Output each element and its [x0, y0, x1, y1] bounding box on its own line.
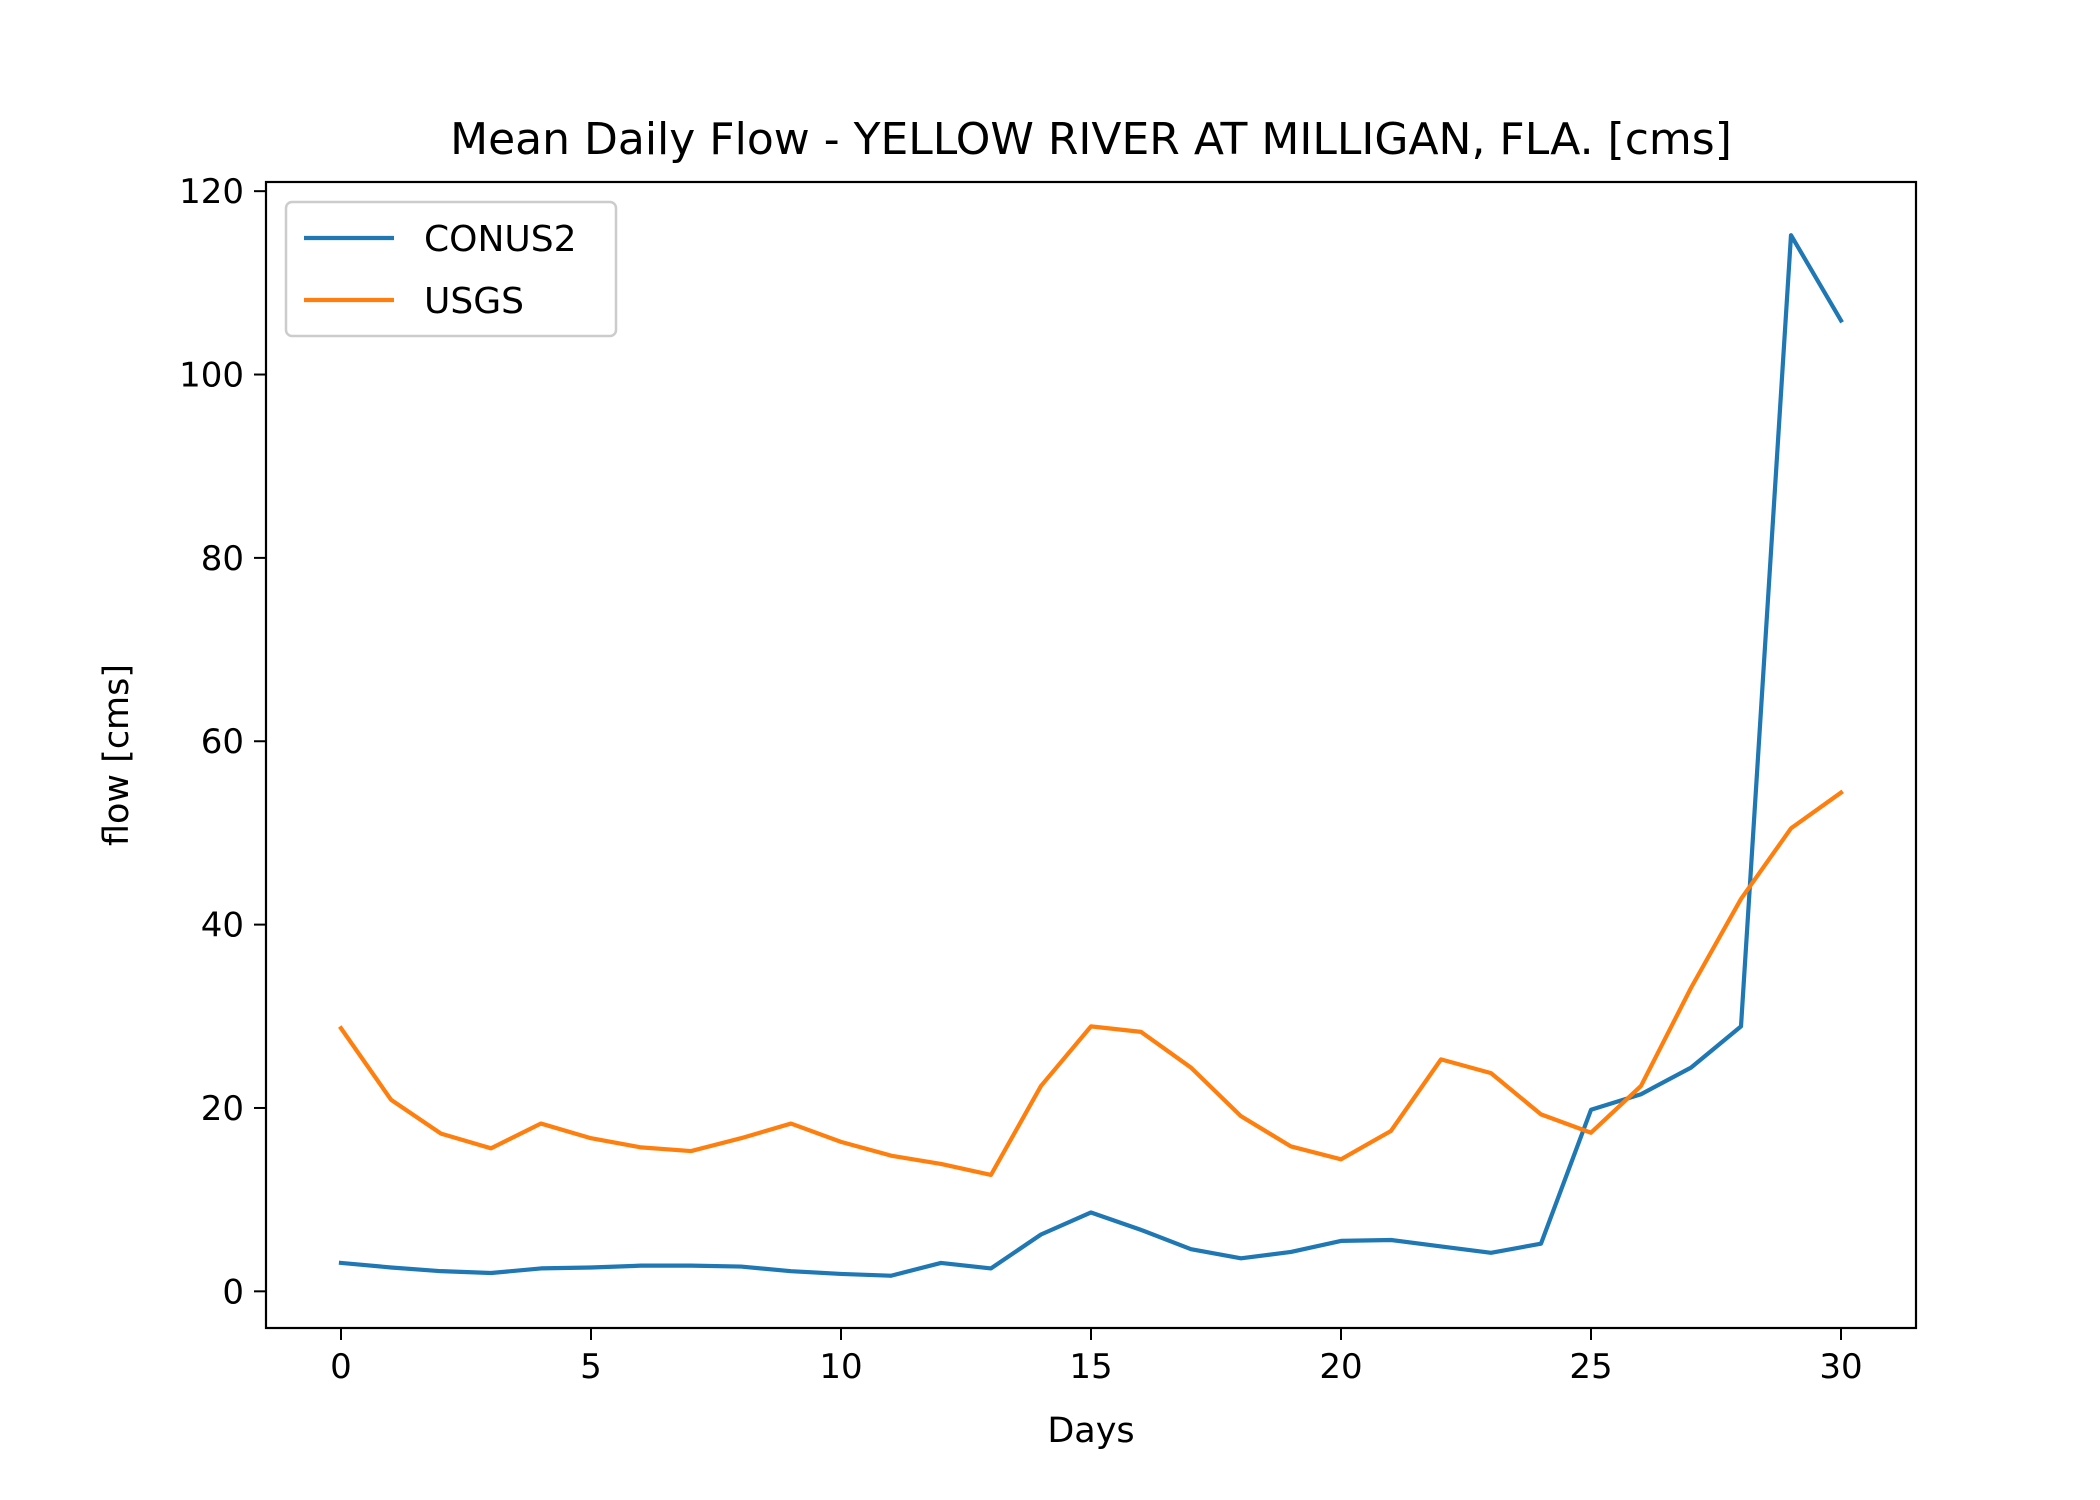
x-tick-label: 15: [1069, 1347, 1112, 1387]
y-tick-label: 100: [179, 356, 244, 396]
y-tick-label: 20: [201, 1089, 244, 1129]
y-tick-label: 80: [201, 539, 244, 579]
y-tick-label: 0: [222, 1272, 244, 1312]
legend-label-usgs: USGS: [424, 281, 524, 322]
x-tick-label: 20: [1319, 1347, 1362, 1387]
x-tick-label: 10: [819, 1347, 862, 1387]
x-tick-label: 25: [1569, 1347, 1612, 1387]
legend-box: [284, 200, 618, 338]
axes: 0 5 10 15 20 25 30 0 20 40 60 80 100 120: [179, 172, 1918, 1387]
x-axis-label: Days: [1047, 1411, 1134, 1451]
x-tick-label: 30: [1819, 1347, 1862, 1387]
y-tick-label: 40: [201, 906, 244, 946]
legend: CONUS2 USGS: [284, 200, 618, 338]
y-tick-label: 60: [201, 722, 244, 762]
x-tick-label: 5: [580, 1347, 602, 1387]
y-axis-label: flow [cms]: [97, 664, 137, 846]
series-line-conus2: [338, 233, 1844, 1278]
plot-frame: [264, 180, 1918, 1330]
chart-title: Mean Daily Flow - YELLOW RIVER AT MILLIG…: [450, 114, 1732, 165]
legend-label-conus2: CONUS2: [424, 219, 577, 260]
x-tick-label: 0: [330, 1347, 352, 1387]
y-tick-label: 120: [179, 172, 244, 212]
series-line-usgs: [338, 789, 1844, 1177]
plot-area: [338, 233, 1844, 1278]
